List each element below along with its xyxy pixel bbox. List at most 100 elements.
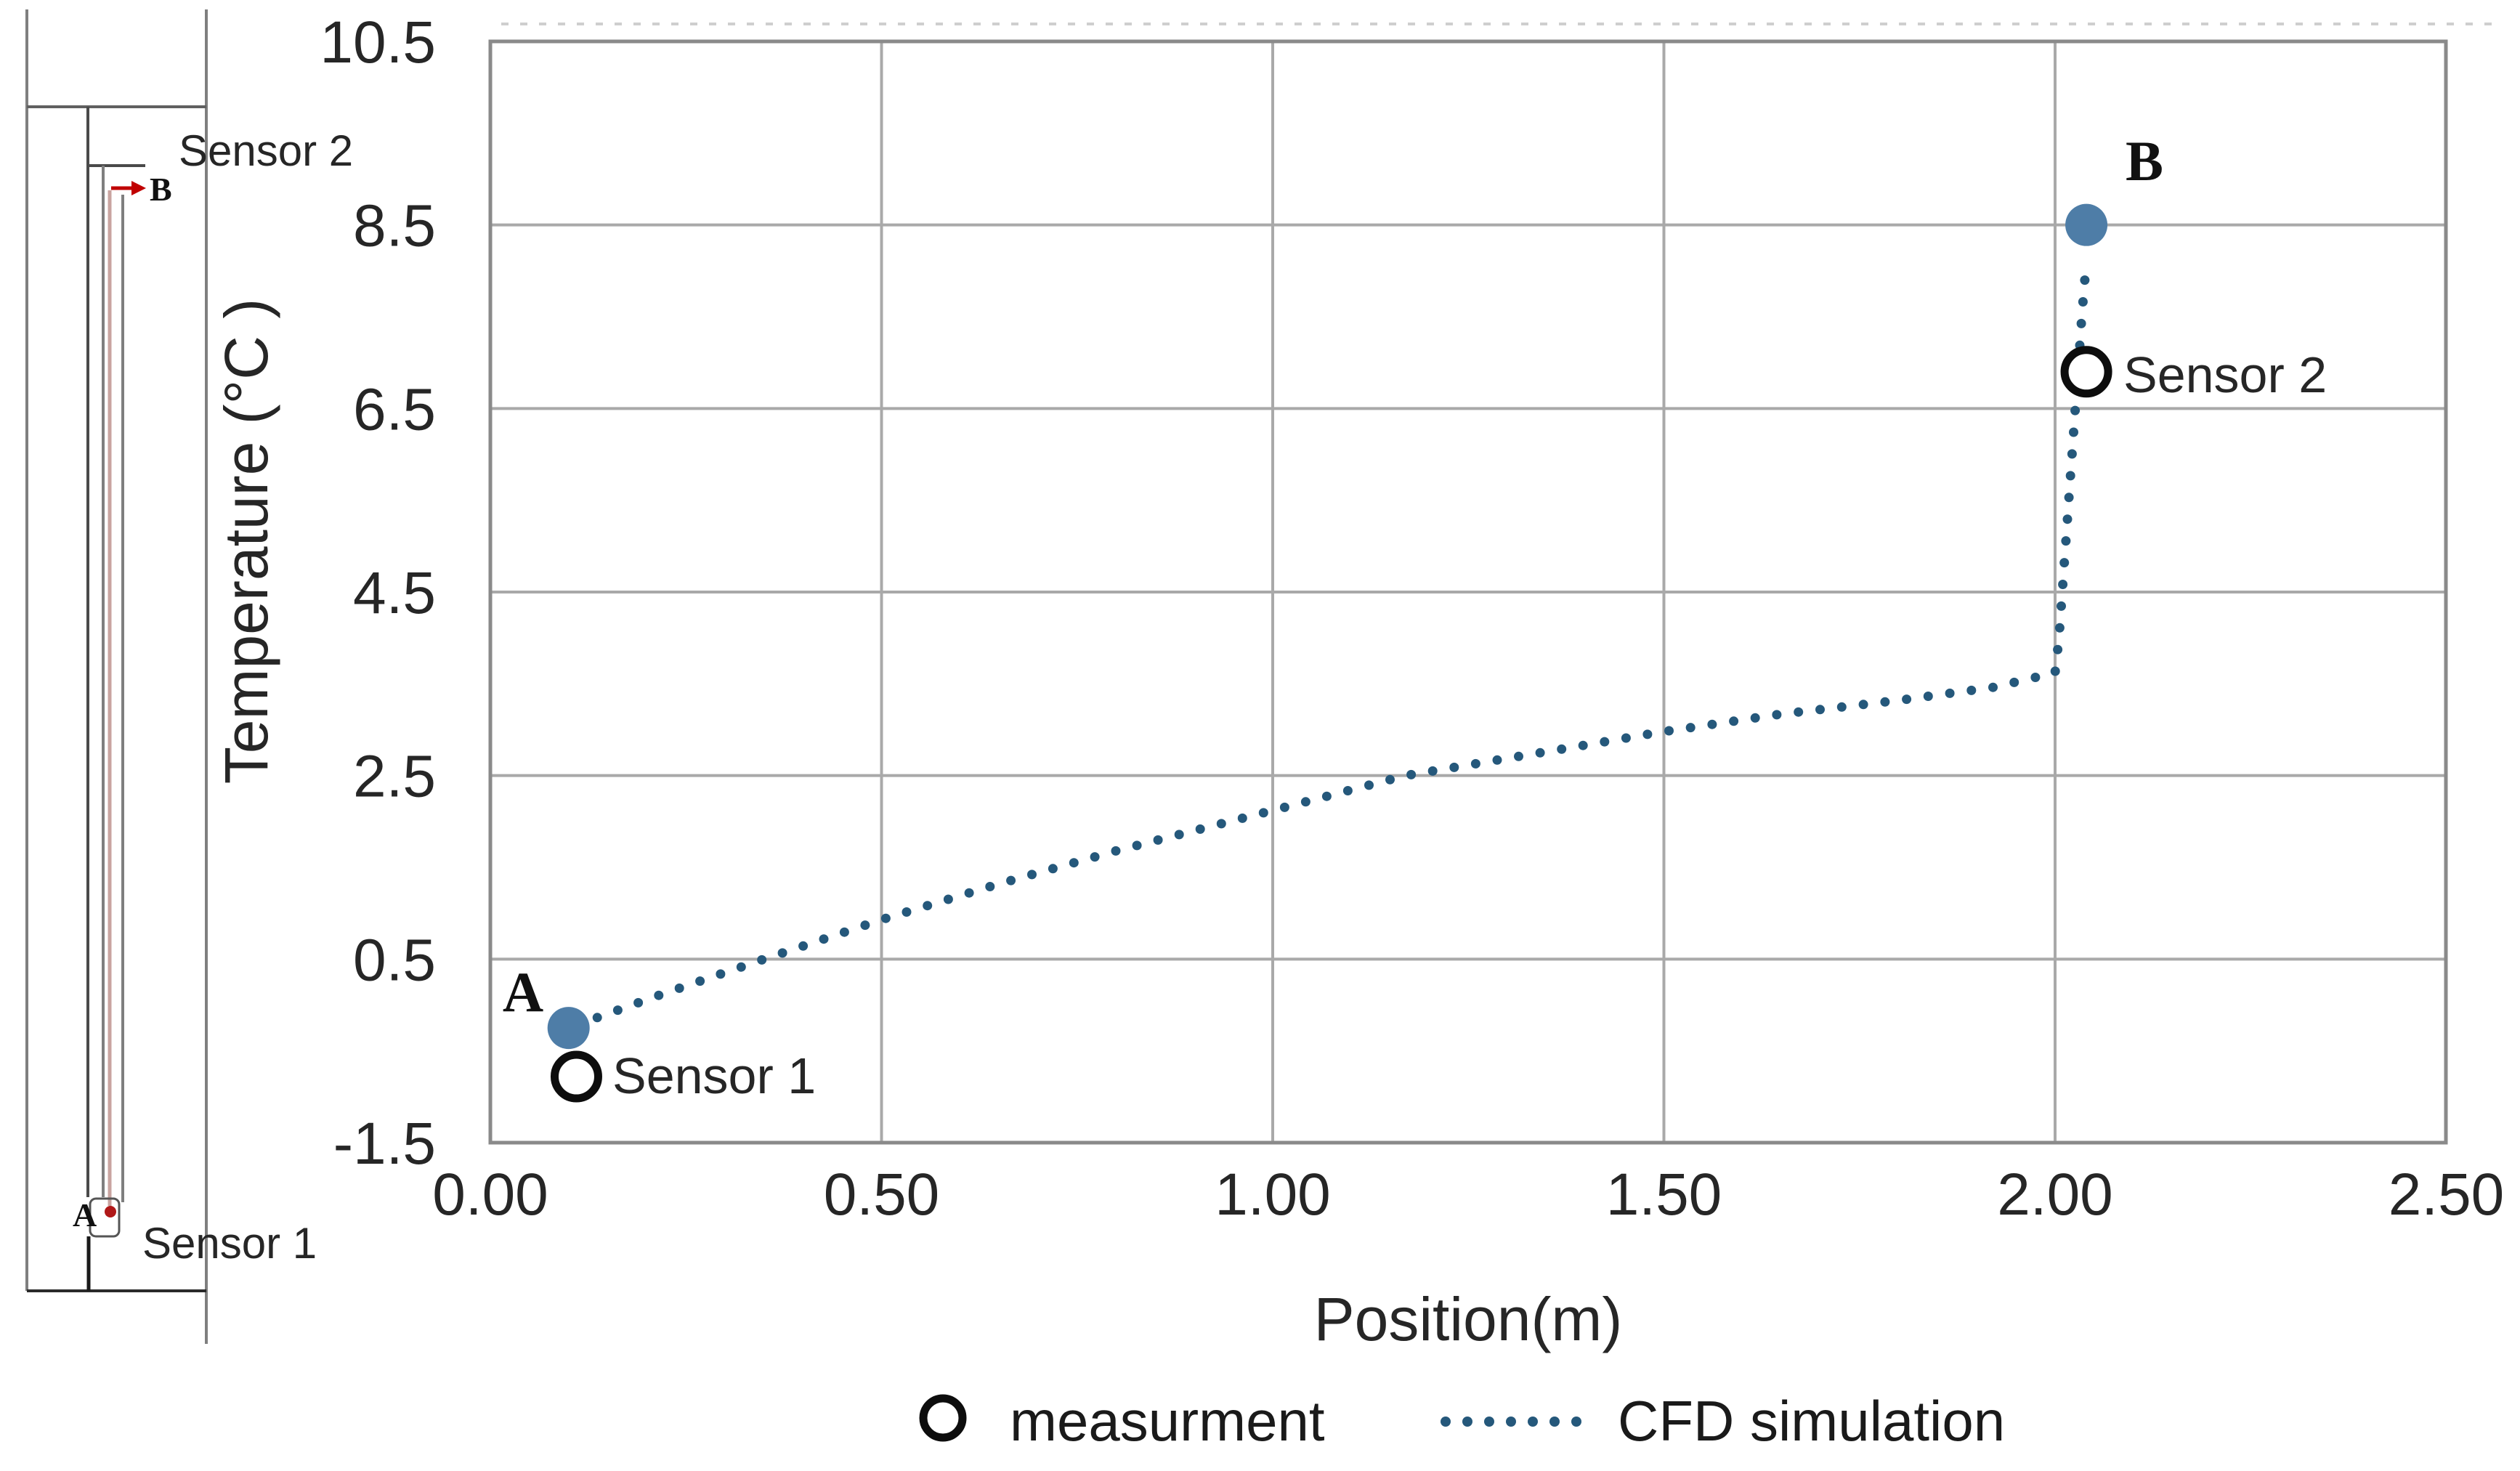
cfd-dot xyxy=(1006,875,1016,886)
cfd-dot xyxy=(2059,558,2070,568)
cfd-dot xyxy=(1427,766,1438,776)
legend-cfd-dot xyxy=(1506,1417,1516,1427)
cfd-dot xyxy=(860,920,870,931)
y-tick-label: 10.5 xyxy=(320,9,436,76)
cfd-dot xyxy=(1048,864,1058,874)
x-tick-label: 1.50 xyxy=(1606,1162,1722,1228)
cfd-dot xyxy=(1514,751,1523,761)
point-b-arrowhead-icon xyxy=(131,181,146,195)
cfd-dot xyxy=(1069,858,1079,868)
cfd-dot xyxy=(2076,318,2086,328)
legend-cfd-dot xyxy=(1441,1417,1451,1427)
cfd-dot xyxy=(592,1013,602,1023)
cfd-dot xyxy=(1279,802,1289,812)
legend-measurement-marker-icon xyxy=(919,1394,967,1442)
cfd-simulation-dotted-curve xyxy=(592,275,2090,1023)
plot-border xyxy=(488,39,2448,1145)
legend-cfd-dot xyxy=(1484,1417,1494,1427)
cfd-dot xyxy=(1195,824,1205,834)
cfd-dot xyxy=(2080,275,2090,285)
legend-measurement-label: measurment xyxy=(1010,1389,1325,1453)
cfd-dot xyxy=(902,907,912,917)
cfd-dot xyxy=(1090,852,1100,862)
cfd-dot xyxy=(1858,700,1868,710)
cfd-dot xyxy=(612,1005,623,1016)
cfd-dot xyxy=(1321,791,1332,801)
cfd-dot xyxy=(2070,405,2081,416)
y-tick-label: 6.5 xyxy=(353,376,436,442)
cfd-dot xyxy=(1880,697,1890,707)
cfd-dot xyxy=(716,969,726,979)
cfd-dot xyxy=(2067,449,2077,459)
y-axis-tick-labels: 10.5 8.5 6.5 4.5 2.5 0.5 -1.5 xyxy=(320,9,436,1177)
cfd-dot xyxy=(923,901,933,911)
cfd-dot xyxy=(1174,830,1184,840)
pipe-schematic: B Sensor 2 A Sensor 1 xyxy=(25,9,353,1344)
cfd-dot xyxy=(1729,716,1739,726)
cfd-dot xyxy=(839,927,849,937)
cfd-dot xyxy=(1216,819,1226,829)
legend-cfd-dot xyxy=(1549,1417,1560,1427)
cfd-dot xyxy=(757,955,767,965)
cfd-dot xyxy=(1815,705,1825,715)
cfd-dot xyxy=(1664,726,1674,736)
cfd-dot xyxy=(2065,471,2075,481)
cfd-dot xyxy=(943,894,953,904)
sensor1-red-dot-icon xyxy=(105,1206,116,1217)
cfd-dot xyxy=(1364,780,1374,790)
legend-cfd-marker-icon xyxy=(1441,1417,1581,1427)
cfd-dot xyxy=(1342,786,1353,795)
cfd-dot xyxy=(2078,297,2088,307)
cfd-dot xyxy=(1988,682,1998,692)
y-tick-label: 8.5 xyxy=(353,193,436,259)
cfd-dot xyxy=(1642,729,1653,739)
cfd-dot xyxy=(1707,719,1717,729)
chart-sensor2-label: Sensor 2 xyxy=(2123,347,2327,403)
chart-sensor1-label: Sensor 1 xyxy=(612,1047,816,1104)
cfd-dot xyxy=(1794,707,1804,717)
x-axis-title: Position(m) xyxy=(1314,1285,1623,1353)
cfd-dot xyxy=(819,934,829,944)
cfd-dot xyxy=(1492,755,1502,765)
cfd-dot xyxy=(1621,733,1631,743)
cfd-dot xyxy=(964,888,974,898)
x-tick-label: 0.00 xyxy=(432,1162,548,1228)
cfd-dot xyxy=(1406,769,1417,779)
x-tick-label: 1.00 xyxy=(1215,1162,1331,1228)
measurement-marker xyxy=(2060,346,2112,398)
cfd-dot xyxy=(1449,762,1459,772)
cfd-dot xyxy=(1966,685,1977,695)
cfd-dot xyxy=(1535,747,1545,758)
cfd-dot xyxy=(1111,846,1121,856)
cfd-dot xyxy=(2058,580,2068,589)
cfd-dot xyxy=(1470,758,1480,769)
cfd-dot xyxy=(798,941,809,951)
cfd-dot xyxy=(1153,835,1163,845)
cfd-dot xyxy=(654,990,664,1000)
cfd-dot xyxy=(1578,740,1588,750)
cfd-dot xyxy=(1902,694,1912,705)
cfd-dot xyxy=(1300,797,1310,807)
cfd-dot xyxy=(1772,710,1782,720)
cfd-dot xyxy=(1945,688,1955,698)
cfd-dot xyxy=(777,948,787,958)
cfd-dot xyxy=(1132,840,1142,851)
legend: measurment CFD simulation xyxy=(919,1389,2005,1453)
cfd-dot xyxy=(2064,493,2074,503)
cfd-endpoint-marker xyxy=(547,1007,590,1050)
cfd-dot xyxy=(1385,774,1395,785)
cfd-dot xyxy=(633,997,644,1008)
schematic-sensor2-label: Sensor 2 xyxy=(179,126,353,175)
cfd-dot xyxy=(985,882,995,891)
x-tick-label: 2.00 xyxy=(1997,1162,2113,1228)
grid-lines xyxy=(489,40,2448,1144)
chart-point-b-label: B xyxy=(2126,129,2163,193)
legend-cfd-label: CFD simulation xyxy=(1618,1389,2005,1453)
legend-cfd-dot xyxy=(1528,1417,1538,1427)
x-axis-tick-labels: 0.00 0.50 1.00 1.50 2.00 2.50 xyxy=(432,1162,2504,1228)
y-axis-title: Temperature (°C ) xyxy=(212,299,280,784)
cfd-dot xyxy=(1557,744,1567,754)
temperature-chart: 10.5 8.5 6.5 4.5 2.5 0.5 -1.5 0.00 0.50 1.00 1.50… xyxy=(212,9,2504,1353)
cfd-dot xyxy=(2009,677,2019,687)
